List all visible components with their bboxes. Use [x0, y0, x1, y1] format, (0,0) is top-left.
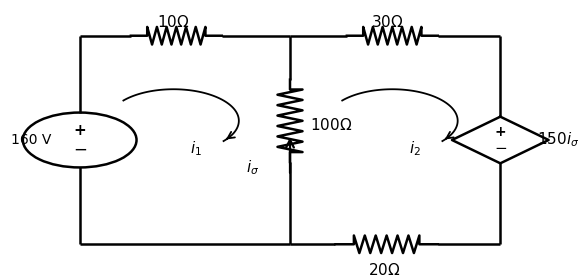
- Text: −: −: [494, 141, 507, 156]
- Text: 10$\Omega$: 10$\Omega$: [157, 14, 190, 30]
- Text: $i_1$: $i_1$: [190, 139, 202, 158]
- Text: 100$\Omega$: 100$\Omega$: [310, 117, 352, 133]
- Text: +: +: [73, 123, 86, 138]
- Text: $i_\sigma$: $i_\sigma$: [246, 158, 260, 177]
- Text: −: −: [72, 141, 86, 158]
- Text: 30$\Omega$: 30$\Omega$: [372, 14, 404, 30]
- Text: 150$i_\sigma$: 150$i_\sigma$: [537, 131, 579, 149]
- Text: $i_2$: $i_2$: [409, 139, 421, 158]
- Text: 160 V: 160 V: [12, 133, 52, 147]
- Text: +: +: [495, 125, 506, 139]
- Text: 20$\Omega$: 20$\Omega$: [368, 262, 400, 278]
